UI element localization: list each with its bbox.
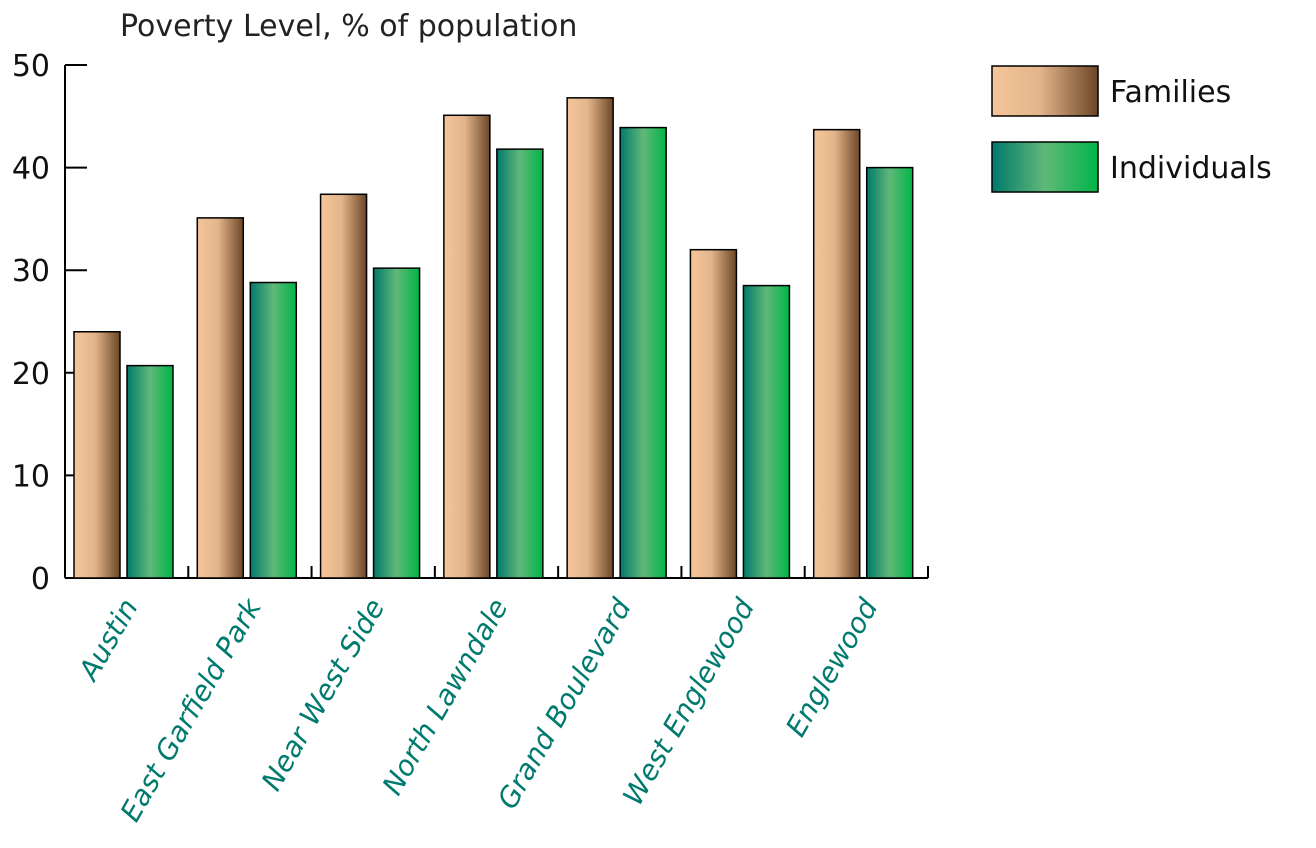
x-tick-label: Near West Side — [255, 593, 391, 796]
x-tick-label: North Lawndale — [376, 593, 515, 801]
y-tick-label: 50 — [12, 49, 50, 84]
x-tick-label: East Garfield Park — [114, 591, 269, 827]
legend-swatch-individuals — [991, 141, 1099, 193]
bar-individuals-grand-boulevard — [619, 126, 667, 579]
legend-swatch-families — [991, 65, 1099, 117]
chart-bars — [73, 97, 914, 579]
bar-individuals-austin — [126, 364, 174, 579]
bar-individuals-englewood — [865, 166, 914, 579]
x-tick-label: Englewood — [779, 593, 884, 742]
chart-title: Poverty Level, % of population — [120, 9, 577, 44]
legend-label-families: Families — [1110, 75, 1231, 110]
bar-individuals-east-garfield-park — [249, 281, 298, 579]
bar-individuals-near-west-side — [372, 267, 421, 579]
bar-individuals-north-lawndale — [496, 148, 544, 579]
x-tick-label: West Englewood — [616, 593, 761, 811]
bar-families-near-west-side — [319, 193, 368, 579]
bar-families-west-englewood — [689, 248, 738, 579]
y-tick-label: 30 — [12, 254, 50, 289]
y-tick-label: 40 — [12, 152, 50, 187]
bar-families-austin — [73, 331, 121, 579]
y-axis-tick-labels: 0 10 20 30 40 50 — [12, 49, 50, 597]
x-tick-label: Austin — [71, 593, 145, 687]
legend-label-individuals: Individuals — [1110, 151, 1272, 186]
y-tick-label: 10 — [12, 459, 50, 494]
x-tick-label: Grand Boulevard — [491, 593, 638, 815]
y-tick-label: 0 — [31, 562, 50, 597]
bar-individuals-west-englewood — [742, 284, 791, 579]
chart-legend: Families Individuals — [991, 65, 1272, 193]
bar-families-englewood — [812, 128, 861, 579]
bar-families-east-garfield-park — [196, 217, 245, 579]
bar-families-north-lawndale — [443, 114, 491, 579]
y-tick-label: 20 — [12, 357, 50, 392]
bar-families-grand-boulevard — [566, 97, 614, 579]
